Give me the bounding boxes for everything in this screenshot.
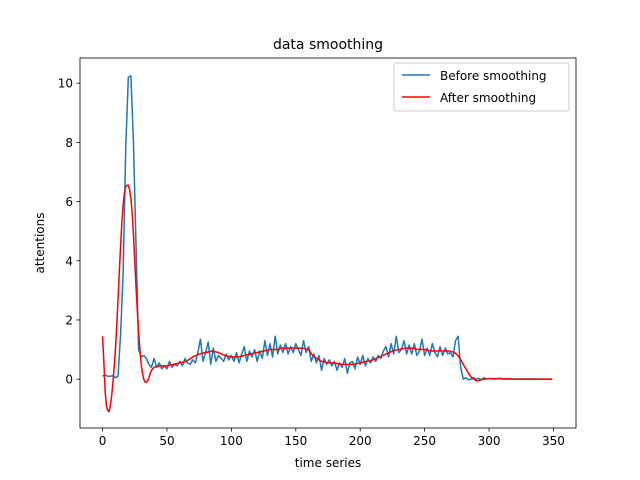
legend-box (393, 62, 570, 112)
y-tick-label: 10 (58, 77, 73, 91)
plot-area (101, 75, 553, 413)
x-tick-label: 100 (220, 434, 243, 448)
x-tick-label: 150 (284, 434, 307, 448)
x-tick-label: 250 (413, 434, 436, 448)
y-tick-label: 4 (65, 254, 73, 268)
x-tick-label: 50 (159, 434, 174, 448)
chart-title: data smoothing (273, 37, 383, 53)
x-tick-label: 200 (349, 434, 372, 448)
axes-frame (79, 57, 577, 429)
x-axis-ticks: 0 50 100 150 200 250 300 350 (99, 428, 565, 448)
x-axis-label: time series (295, 456, 361, 470)
series-line-0 (102, 75, 553, 381)
y-tick-label: 8 (65, 136, 73, 150)
y-tick-label: 2 (65, 313, 73, 327)
x-tick-label: 300 (478, 434, 501, 448)
y-tick-label: 0 (65, 373, 73, 387)
legend-label-after: After smoothing (440, 91, 536, 105)
x-tick-label: 350 (542, 434, 565, 448)
x-tick-label: 0 (99, 434, 107, 448)
legend: Before smoothing After smoothing (393, 62, 570, 112)
y-tick-label: 6 (65, 195, 73, 209)
series-line-1 (101, 184, 553, 413)
legend-label-before: Before smoothing (440, 69, 547, 83)
y-axis-ticks: 0 2 4 6 8 10 (58, 77, 80, 387)
y-axis-label: attentions (33, 213, 47, 274)
